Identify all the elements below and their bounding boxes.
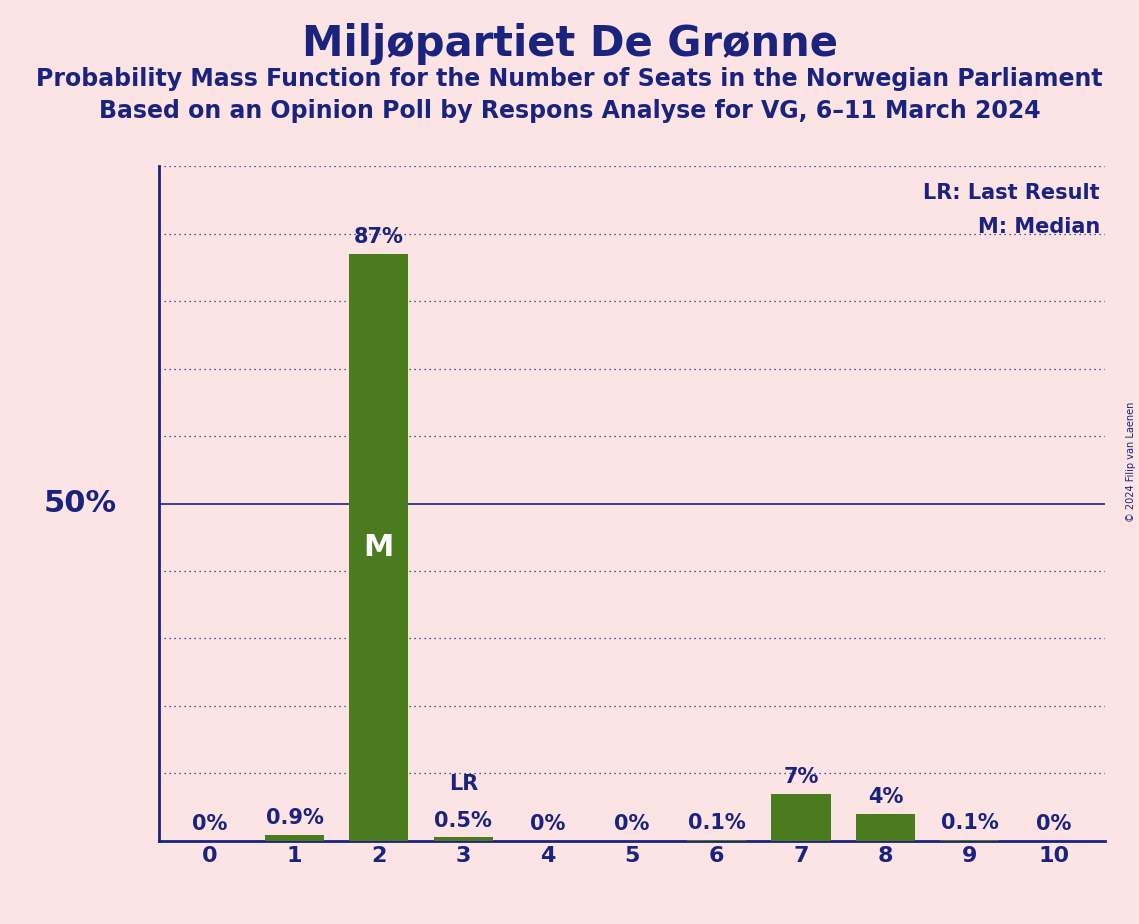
Text: 0.5%: 0.5% [434, 810, 492, 831]
Text: 4%: 4% [868, 787, 903, 808]
Text: 0.1%: 0.1% [688, 813, 745, 833]
Bar [771, 794, 830, 841]
Text: 0%: 0% [1036, 814, 1072, 834]
Text: LR: LR [449, 773, 478, 794]
Bar [434, 837, 493, 841]
Text: Probability Mass Function for the Number of Seats in the Norwegian Parliament: Probability Mass Function for the Number… [36, 67, 1103, 91]
Text: Miljøpartiet De Grønne: Miljøpartiet De Grønne [302, 23, 837, 65]
Text: LR: Last Result: LR: Last Result [924, 183, 1100, 203]
Text: Based on an Opinion Poll by Respons Analyse for VG, 6–11 March 2024: Based on an Opinion Poll by Respons Anal… [99, 99, 1040, 123]
Bar [265, 834, 325, 841]
Text: 0%: 0% [530, 814, 565, 834]
Bar [350, 254, 409, 841]
Text: 0%: 0% [614, 814, 650, 834]
Text: 87%: 87% [354, 227, 404, 248]
Bar [855, 814, 915, 841]
Text: 0.1%: 0.1% [941, 813, 999, 833]
Text: M: M [363, 533, 394, 562]
Text: M: Median: M: Median [978, 217, 1100, 237]
Text: 0.9%: 0.9% [265, 808, 323, 828]
Text: 0%: 0% [192, 814, 228, 834]
Text: 50%: 50% [43, 489, 117, 518]
Text: © 2024 Filip van Laenen: © 2024 Filip van Laenen [1126, 402, 1136, 522]
Text: 7%: 7% [784, 767, 819, 787]
